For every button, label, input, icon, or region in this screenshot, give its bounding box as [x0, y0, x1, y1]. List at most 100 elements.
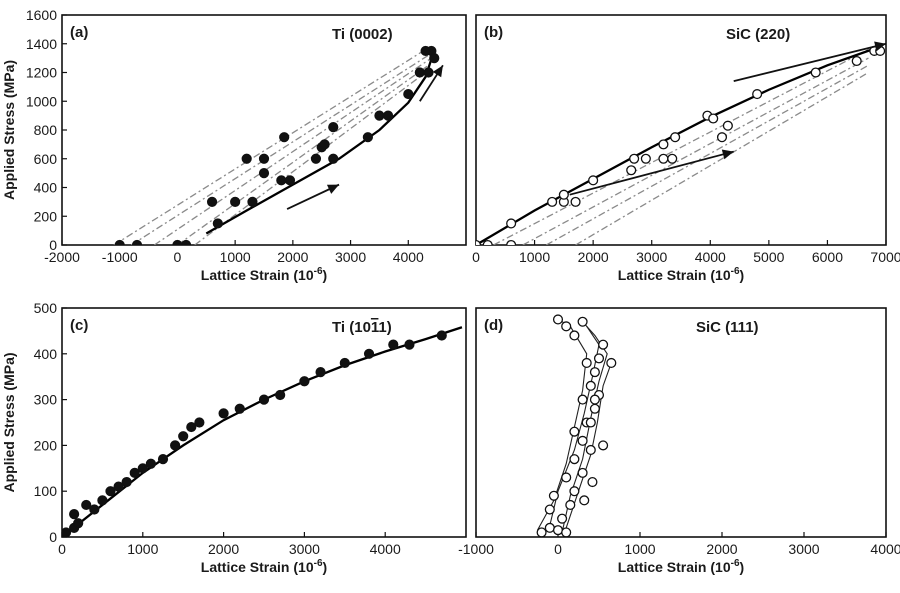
- data-point: [557, 513, 568, 524]
- y-tick-label: 1400: [26, 36, 57, 52]
- data-point: [606, 357, 617, 369]
- panel-label: (b): [484, 24, 503, 41]
- x-tick-label: 1000: [220, 249, 251, 265]
- data-point: [626, 165, 637, 176]
- x-tick-label: 0: [58, 541, 66, 557]
- panel-title: SiC (220): [726, 26, 790, 43]
- y-tick-label: 500: [34, 300, 58, 316]
- data-point: [506, 239, 517, 245]
- data-point: [598, 339, 609, 350]
- data-point: [241, 153, 252, 164]
- x-tick-label: 6000: [812, 249, 843, 265]
- y-axis-label: Applied Stress (MPa): [1, 352, 17, 492]
- data-point: [577, 394, 588, 405]
- y-tick-label: 0: [49, 529, 57, 545]
- loading-arrow: [733, 42, 887, 82]
- data-point: [565, 499, 576, 510]
- x-tick-label: 0: [174, 249, 182, 265]
- data-point: [585, 380, 596, 391]
- data-point: [382, 110, 394, 121]
- data-point: [258, 394, 270, 405]
- data-point: [284, 175, 296, 186]
- data-point: [423, 67, 434, 78]
- data-point: [640, 153, 651, 164]
- data-point: [137, 463, 148, 474]
- panel-label: (a): [70, 24, 88, 41]
- x-tick-label: 7000: [870, 249, 900, 265]
- arrow-head: [874, 41, 886, 52]
- fit-curve: [476, 45, 881, 245]
- data-point: [113, 481, 124, 492]
- x-tick-label: 1000: [127, 541, 158, 557]
- data-point: [569, 426, 580, 437]
- data-point: [319, 139, 330, 150]
- data-point: [544, 504, 555, 515]
- data-point: [114, 239, 125, 245]
- x-tick-label: 5000: [753, 249, 784, 265]
- data-point: [218, 408, 229, 419]
- data-point: [258, 168, 270, 179]
- panel-label: (d): [484, 317, 503, 334]
- data-point: [569, 330, 580, 341]
- data-point: [589, 403, 600, 414]
- x-tick-label: 4000: [870, 541, 900, 557]
- x-tick-label: 4000: [695, 249, 726, 265]
- data-point: [561, 321, 572, 332]
- data-point: [658, 153, 669, 164]
- x-tick-label: 0: [554, 541, 562, 557]
- data-point: [561, 472, 572, 483]
- data-point: [658, 139, 669, 150]
- data-point: [276, 175, 287, 186]
- plot-area: [113, 45, 440, 245]
- data-point: [577, 435, 588, 446]
- data-point: [404, 339, 415, 350]
- x-axis-label: Lattice Strain (10-6): [201, 558, 327, 575]
- dashed-line: [153, 57, 432, 245]
- x-tick-label: 4000: [370, 541, 401, 557]
- dashed-line: [522, 57, 869, 245]
- data-polyline: [537, 318, 588, 531]
- data-point: [234, 403, 245, 414]
- data-point: [552, 314, 564, 325]
- y-tick-label: 0: [49, 237, 57, 253]
- arrow-head: [326, 184, 340, 194]
- data-point: [598, 440, 609, 451]
- x-tick-label: 3000: [335, 249, 366, 265]
- data-point: [752, 89, 763, 100]
- data-point: [363, 348, 375, 359]
- dashed-line: [545, 64, 869, 245]
- data-point: [420, 45, 431, 57]
- data-point: [129, 467, 140, 478]
- data-point: [299, 376, 310, 387]
- data-point: [667, 153, 678, 164]
- x-tick-label: 2000: [578, 249, 609, 265]
- data-point: [851, 55, 862, 67]
- data-point: [552, 525, 564, 536]
- dashed-line: [113, 48, 426, 245]
- data-point: [506, 218, 517, 229]
- panel-title: SiC (111): [696, 319, 759, 336]
- data-point: [436, 330, 447, 341]
- y-tick-label: 600: [34, 151, 58, 167]
- x-tick-label: -1000: [458, 541, 494, 557]
- data-point: [577, 316, 588, 327]
- x-tick-label: 4000: [393, 249, 424, 265]
- y-tick-label: 800: [34, 122, 58, 138]
- data-point: [589, 394, 600, 405]
- data-point: [105, 486, 116, 497]
- x-tick-label: -1000: [102, 249, 138, 265]
- panel-label: (c): [70, 317, 88, 334]
- data-point: [315, 367, 326, 378]
- data-point: [579, 495, 590, 506]
- plot-area: [476, 45, 886, 245]
- y-tick-label: 200: [34, 437, 58, 453]
- y-tick-label: 1600: [26, 7, 57, 23]
- x-tick-label: 3000: [636, 249, 667, 265]
- data-point: [544, 522, 555, 533]
- panel-d: -1000 0 1000 2000 3000 4000 Lattice Strain (10…: [458, 307, 900, 575]
- data-point: [121, 476, 132, 488]
- data-point: [708, 113, 719, 124]
- data-point: [547, 196, 558, 207]
- data-point: [482, 239, 493, 245]
